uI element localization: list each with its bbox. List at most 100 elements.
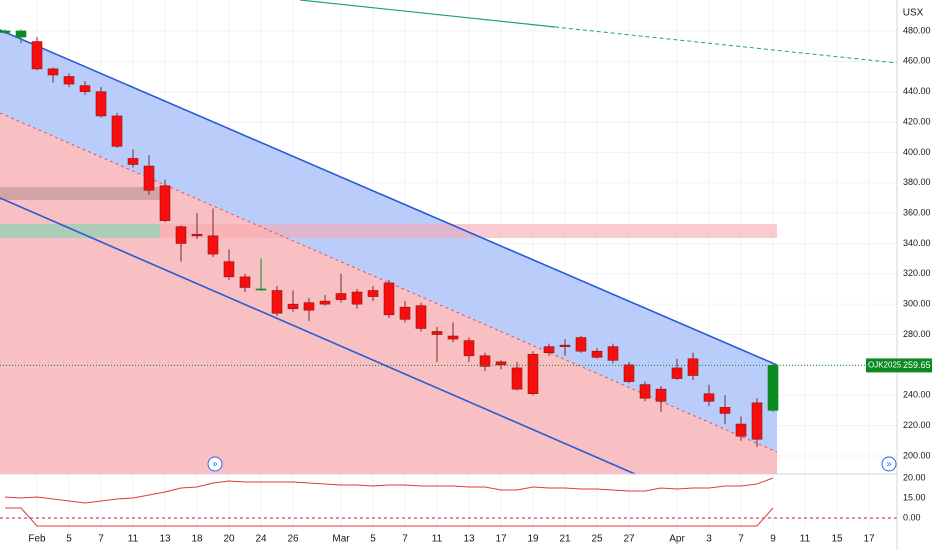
candle-body (79, 85, 91, 92)
x-tick-label: 3 (706, 534, 712, 545)
svg-text:»: » (212, 458, 217, 468)
candle-body (127, 158, 139, 165)
candle-body (527, 353, 539, 395)
candle-body (495, 361, 507, 366)
x-tick-label: Mar (332, 534, 350, 545)
candle-body (687, 358, 699, 376)
x-tick-label: 7 (402, 534, 408, 545)
candle-body (671, 367, 683, 379)
x-tick-label: 13 (463, 534, 475, 545)
candle-body (351, 291, 363, 305)
y-tick-label: 440.00 (903, 86, 931, 96)
candle-body (447, 335, 459, 340)
trend-line (299, 0, 556, 28)
scroll-button[interactable]: » (207, 456, 223, 472)
candle-body (271, 290, 283, 314)
last-price-box (866, 358, 932, 373)
candle-body (383, 282, 395, 316)
zone-gray (0, 187, 160, 200)
x-tick-label: 7 (738, 534, 744, 545)
x-tick-label: 24 (255, 534, 267, 545)
y-tick-label: 220.00 (903, 420, 931, 430)
candle-body (591, 350, 603, 358)
symbol-label: OJK2025 (868, 361, 902, 370)
channel-top (0, 29, 778, 366)
candle-body (399, 306, 411, 320)
axes: Feb 5 7 11 13 18 20 24 26 Mar 5 7 11 13 17 19 21 25 27 Apr 3… (28, 25, 932, 545)
candle-body (639, 384, 651, 399)
candle-body (175, 226, 187, 244)
x-tick-label: 13 (159, 534, 171, 545)
candle-body (751, 402, 763, 440)
y-tick-label: 360.00 (903, 207, 931, 217)
candle-body (223, 261, 235, 278)
x-tick-label: 27 (623, 534, 635, 545)
y-tick-label: 20.00 (903, 472, 926, 482)
candle-body (255, 288, 267, 291)
y-tick-label: 200.00 (903, 450, 931, 460)
candle-body (575, 337, 587, 352)
y-tick-label: 240.00 (903, 390, 931, 400)
candle-body (15, 30, 27, 38)
x-tick-label: 19 (527, 534, 539, 545)
candles (0, 29, 897, 527)
x-tick-label: 11 (800, 534, 811, 545)
candle-body (0, 30, 11, 33)
y-tick-label: 280.00 (903, 329, 931, 339)
trend-line-ext (554, 26, 898, 64)
x-tick-label: 21 (559, 534, 571, 545)
candle-body (559, 344, 571, 347)
x-tick-label: 25 (591, 534, 603, 545)
y-tick-label: 420.00 (903, 116, 931, 126)
x-tick-label: 7 (98, 534, 104, 545)
y-tick-label: 460.00 (903, 56, 931, 66)
candle-body (31, 41, 43, 70)
candle-body (207, 235, 219, 255)
x-tick-label: 20 (223, 534, 235, 545)
x-tick-label: 11 (128, 534, 139, 545)
candle-body (287, 303, 299, 310)
x-tick-label: Feb (28, 534, 46, 545)
candle-body (159, 185, 171, 221)
x-tick-label: 9 (770, 534, 776, 545)
candle-body (719, 407, 731, 414)
candle-body (623, 364, 635, 382)
x-tick-label: 26 (287, 534, 299, 545)
x-tick-label: 17 (495, 534, 507, 545)
candle-body (543, 346, 555, 354)
indicator-line (5, 507, 774, 527)
x-tick-label: 17 (863, 534, 875, 545)
last-price-label: 259.65 (903, 360, 931, 370)
candle-body (143, 165, 155, 191)
x-tick-label: 11 (432, 534, 443, 545)
y-tick-label: 400.00 (903, 147, 931, 157)
candle-body (511, 367, 523, 390)
candle-body (335, 293, 347, 300)
candle-body (303, 302, 315, 311)
candle-body (63, 76, 75, 85)
x-tick-label: 18 (191, 534, 203, 545)
candle-body (191, 234, 203, 237)
candle-body (47, 68, 59, 76)
scroll-button[interactable]: » (881, 456, 897, 472)
candle-body (703, 393, 715, 402)
candle-body (111, 115, 123, 147)
candle-body (463, 340, 475, 357)
x-tick-label: Apr (669, 534, 685, 545)
candle-body (479, 355, 491, 367)
zone-green (0, 224, 160, 238)
channel-bottom (0, 197, 636, 475)
y-tick-label: 15.00 (903, 492, 926, 502)
indicator-line (4, 477, 774, 504)
candle-body (735, 423, 747, 437)
candle-body (431, 331, 443, 335)
candle-body (239, 276, 251, 288)
candle-body (95, 91, 107, 117)
x-tick-label: 5 (66, 534, 72, 545)
y-tick-label: 340.00 (903, 238, 931, 248)
y-tick-label: 380.00 (903, 177, 931, 187)
y-tick-label: 300.00 (903, 299, 931, 309)
x-tick-label: 15 (831, 534, 843, 545)
candle-body (415, 305, 427, 329)
candle-body (655, 388, 667, 402)
